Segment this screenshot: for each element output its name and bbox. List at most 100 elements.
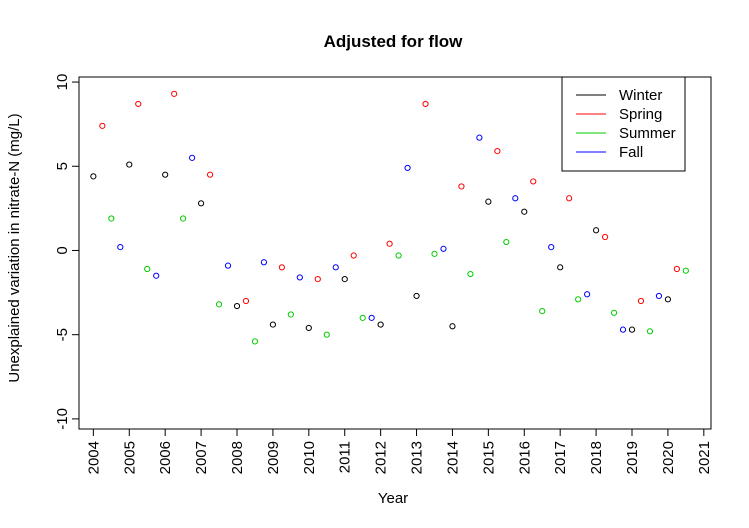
- point-spring: [135, 100, 142, 108]
- point-fall: [404, 164, 411, 172]
- point-spring: [673, 265, 680, 273]
- point-spring: [206, 171, 214, 178]
- point-spring: [530, 178, 537, 185]
- x-tick-label: 2004: [85, 441, 102, 474]
- point-summer: [646, 328, 654, 335]
- point-winter: [162, 171, 169, 178]
- legend-label-winter: Winter: [619, 87, 662, 104]
- point-summer: [431, 250, 438, 257]
- point-spring: [314, 276, 321, 283]
- point-fall: [153, 272, 160, 279]
- x-tick-label: 2013: [409, 441, 426, 474]
- point-spring: [171, 90, 178, 97]
- point-fall: [655, 292, 663, 300]
- point-summer: [539, 308, 546, 315]
- x-tick-label: 2017: [552, 441, 569, 474]
- point-summer: [503, 238, 510, 246]
- x-tick-label: 2006: [157, 441, 174, 474]
- point-summer: [215, 301, 223, 308]
- point-winter: [413, 292, 420, 300]
- point-fall: [224, 262, 232, 269]
- point-winter: [628, 326, 636, 333]
- point-summer: [251, 338, 259, 345]
- y-tick-label: -5: [54, 328, 71, 341]
- point-winter: [664, 296, 672, 303]
- data-points: [90, 90, 689, 345]
- legend-box: [561, 76, 686, 172]
- point-summer: [682, 267, 689, 274]
- x-axis-label: Year: [378, 490, 408, 507]
- point-winter: [197, 200, 205, 207]
- point-spring: [350, 252, 357, 259]
- point-fall: [476, 134, 483, 141]
- point-winter: [592, 227, 600, 234]
- x-tick-label: 2015: [480, 441, 497, 474]
- point-spring: [458, 183, 465, 190]
- point-spring: [601, 233, 609, 241]
- point-winter: [377, 321, 384, 328]
- point-winter: [233, 302, 241, 310]
- x-axis: 2004 2005 2006 2007 2008 2009 2010 2011 2012 2013…: [85, 429, 713, 474]
- y-tick-label: 0: [54, 246, 71, 254]
- x-tick-label: 2018: [588, 441, 605, 474]
- point-fall: [368, 314, 375, 321]
- point-spring: [566, 195, 573, 202]
- x-tick-label: 2012: [373, 441, 390, 474]
- point-fall: [512, 195, 519, 202]
- x-tick-label: 2011: [337, 441, 354, 473]
- x-tick-label: 2021: [696, 441, 713, 474]
- y-axis-label: Unexplained variation in nitrate-N (mg/L…: [6, 113, 23, 382]
- chart-title: Adjusted for flow: [324, 32, 464, 51]
- x-tick-label: 2009: [265, 441, 282, 474]
- point-summer: [287, 311, 294, 318]
- point-summer: [610, 309, 618, 316]
- point-summer: [108, 215, 115, 222]
- legend: Winter Spring Summer Fall: [561, 76, 686, 172]
- point-winter: [341, 276, 348, 283]
- point-fall: [619, 326, 627, 333]
- point-spring: [422, 100, 429, 108]
- legend-label-summer: Summer: [619, 125, 676, 142]
- y-tick-label: -10: [54, 408, 71, 430]
- x-tick-label: 2016: [516, 441, 533, 474]
- legend-label-fall: Fall: [619, 144, 643, 161]
- y-tick-label: 5: [54, 162, 71, 170]
- point-spring: [637, 297, 645, 305]
- point-fall: [440, 245, 447, 252]
- point-fall: [584, 291, 591, 298]
- x-tick-label: 2007: [193, 441, 210, 474]
- point-spring: [494, 148, 501, 155]
- point-fall: [296, 274, 303, 281]
- point-spring: [242, 297, 250, 305]
- point-fall: [332, 264, 339, 271]
- point-winter: [521, 208, 528, 215]
- x-tick-label: 2010: [301, 441, 318, 474]
- legend-label-spring: Spring: [619, 106, 662, 123]
- point-fall: [260, 259, 268, 266]
- point-fall: [117, 244, 124, 251]
- point-summer: [144, 265, 151, 273]
- x-tick-label: 2005: [121, 441, 138, 474]
- point-summer: [323, 331, 330, 338]
- point-summer: [575, 296, 582, 303]
- point-spring: [99, 122, 106, 129]
- x-tick-label: 2019: [624, 441, 641, 474]
- point-fall: [548, 244, 555, 251]
- x-tick-label: 2020: [660, 441, 677, 474]
- y-axis: 10 5 0 -5 -10: [54, 74, 79, 430]
- plot-frame: [78, 76, 712, 430]
- point-winter: [485, 198, 492, 205]
- point-summer: [180, 215, 187, 222]
- point-fall: [189, 154, 196, 161]
- point-winter: [449, 323, 456, 330]
- point-winter: [269, 321, 277, 328]
- point-winter: [90, 173, 97, 180]
- point-spring: [278, 264, 285, 271]
- x-tick-label: 2014: [444, 441, 461, 474]
- y-tick-label: 10: [54, 74, 71, 91]
- point-spring: [386, 240, 393, 247]
- point-winter: [557, 264, 564, 271]
- point-winter: [126, 161, 133, 168]
- x-tick-label: 2008: [229, 441, 246, 474]
